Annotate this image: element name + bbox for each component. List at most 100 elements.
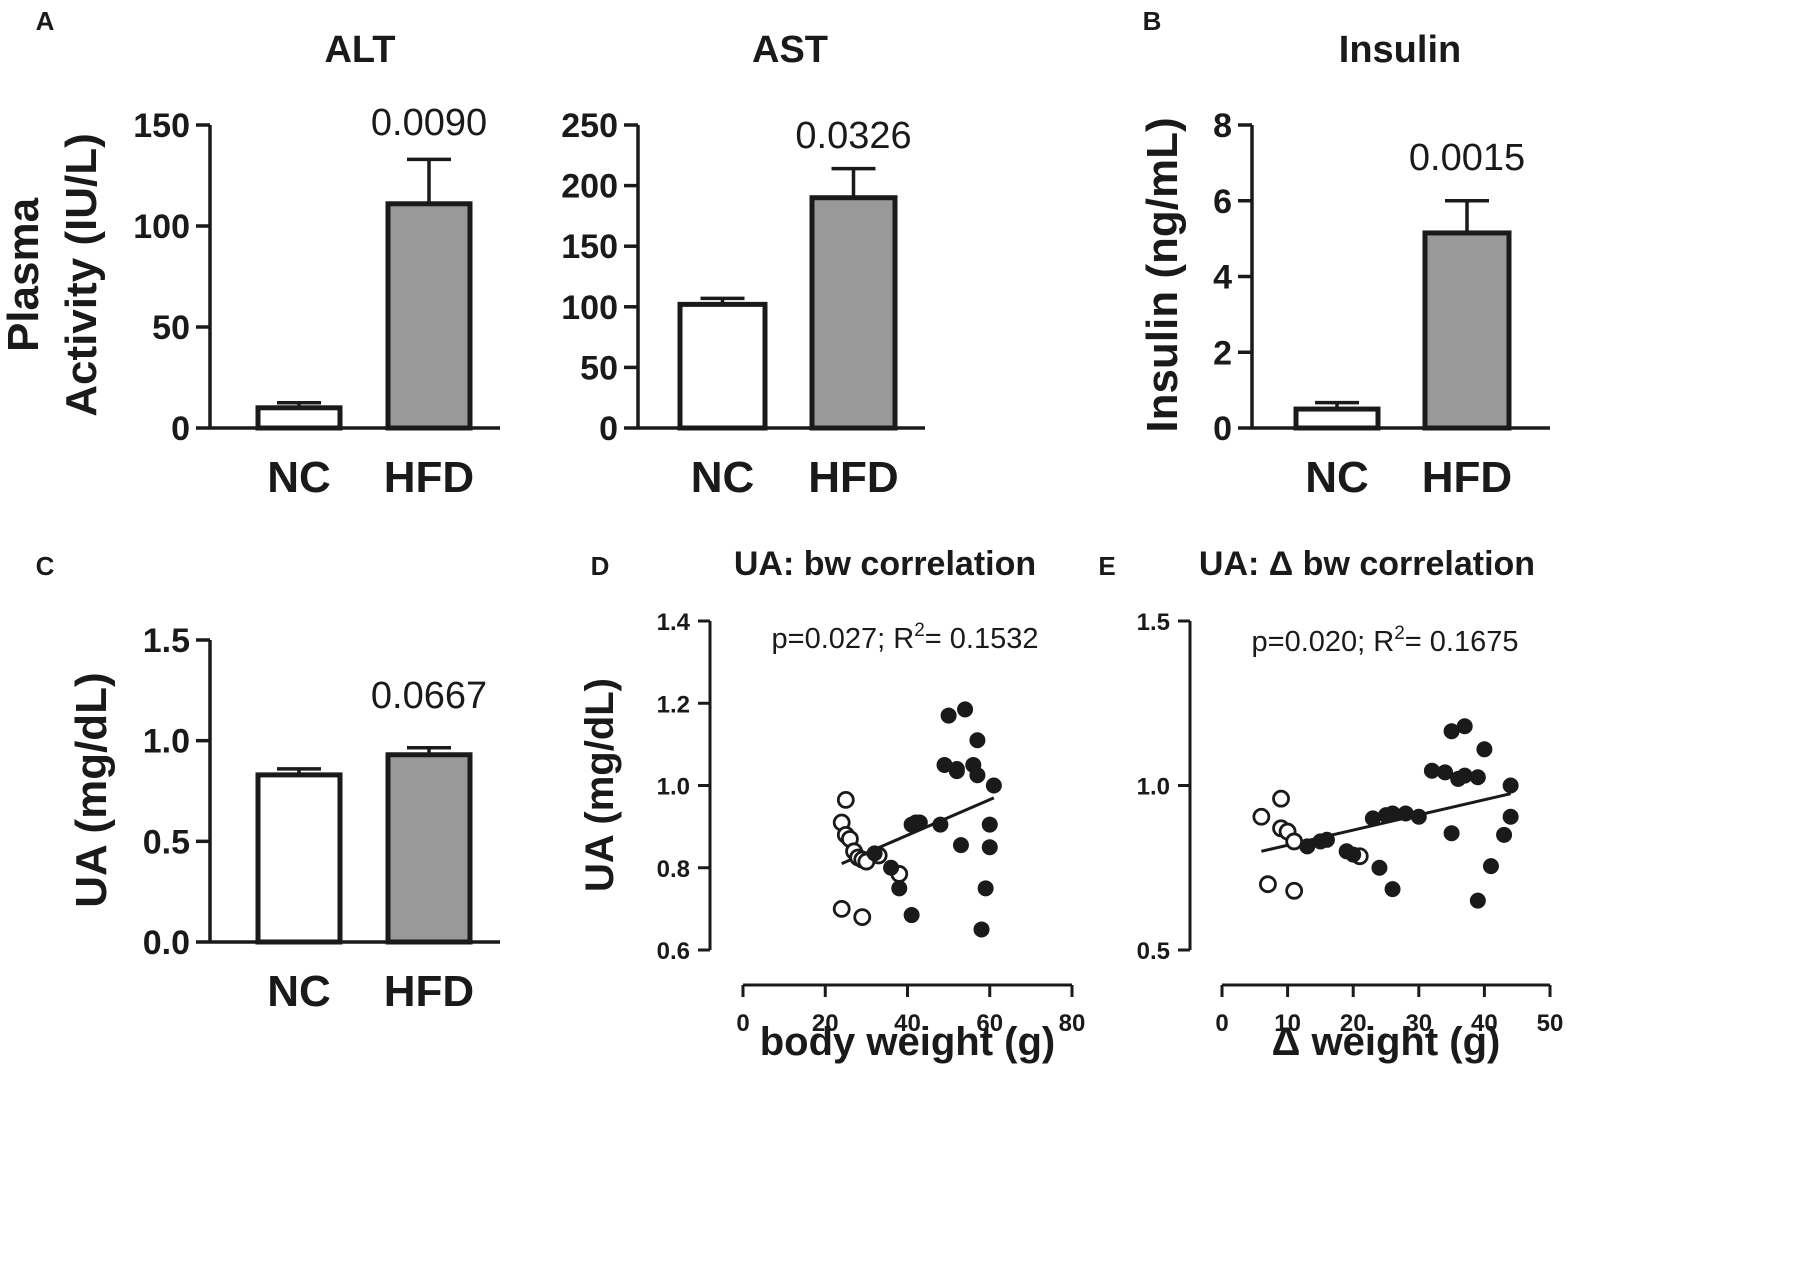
bw-point-hfd — [973, 921, 990, 938]
dbw-x-tick-label: 10 — [1274, 1010, 1301, 1037]
dbw-point-hfd — [1345, 846, 1362, 863]
bw-stats-p: p=0.027; R — [772, 623, 915, 655]
ast-title: AST — [752, 29, 828, 71]
ast-y-tick-label: 100 — [561, 289, 618, 327]
alt-y-axis-label: Activity (IU/L) — [57, 133, 106, 417]
bw-y-tick-label: 1.4 — [657, 609, 691, 636]
panel-label-A: A — [36, 6, 55, 36]
dbw-point-hfd — [1456, 718, 1473, 735]
ast-y-tick-label: 200 — [561, 168, 618, 206]
bw-y-tick-label: 1.2 — [657, 691, 690, 718]
alt-bar-nc — [255, 405, 343, 431]
insulin-bar-hfd — [1422, 230, 1512, 431]
bw-y-tick-label: 0.8 — [657, 856, 690, 883]
dbw-point-hfd — [1496, 826, 1513, 843]
dbw-point-hfd — [1384, 881, 1401, 898]
bw-stats-annotation: p=0.027; R2= 0.1532 — [772, 620, 1039, 655]
bw-point-hfd — [940, 707, 957, 724]
alt-category-label: NC — [267, 453, 331, 502]
dbw-point-hfd — [1469, 769, 1486, 786]
insulin-category-label: NC — [1305, 453, 1369, 502]
insulin-y-axis-label: Insulin (ng/mL) — [1138, 117, 1187, 432]
bw-point-hfd — [948, 761, 965, 778]
alt-y-tick-label: 50 — [152, 309, 190, 347]
bw-x-tick-label: 40 — [894, 1010, 921, 1037]
ua-bar-nc — [255, 772, 343, 945]
ua-p-value: 0.0667 — [371, 675, 487, 717]
insulin-y-tick-label: 2 — [1213, 334, 1232, 372]
bw-point-hfd — [977, 880, 994, 897]
dbw-point-hfd — [1469, 892, 1486, 909]
bw-y-axis-label: UA (mg/dL) — [578, 678, 622, 892]
bw-point-hfd — [866, 845, 883, 862]
bw-x-tick-label: 20 — [812, 1010, 839, 1037]
dbw-point-nc — [1285, 881, 1304, 900]
dbw-x-tick-label: 20 — [1340, 1010, 1367, 1037]
ua-y-axis-label: UA (mg/dL) — [67, 672, 116, 907]
bw-x-tick-label: 80 — [1059, 1010, 1086, 1037]
dbw-point-hfd — [1476, 741, 1493, 758]
insulin-y-tick-label: 0 — [1213, 410, 1232, 448]
bw-point-nc — [853, 908, 872, 926]
insulin-title: Insulin — [1339, 29, 1461, 71]
dbw-point-nc — [1272, 789, 1290, 808]
dbw-point-hfd — [1410, 808, 1427, 825]
alt-y-tick-label: 0 — [171, 410, 190, 448]
ast-y-tick-label: 0 — [599, 410, 618, 448]
ast-bar-hfd — [809, 195, 898, 431]
bw-point-hfd — [957, 701, 974, 718]
dbw-point-hfd — [1456, 767, 1473, 784]
ua-y-tick-label: 0.5 — [143, 823, 190, 861]
dbw-point-nc — [1252, 807, 1271, 826]
bw-point-hfd — [911, 814, 928, 831]
alt-y-tick-label: 100 — [133, 208, 190, 246]
dbw-point-hfd — [1443, 825, 1460, 842]
insulin-y-tick-label: 4 — [1213, 259, 1232, 297]
bw-point-hfd — [985, 777, 1002, 794]
ast-bar-nc — [677, 301, 768, 431]
bw-y-tick-label: 0.6 — [657, 938, 690, 965]
dbw-point-hfd — [1318, 831, 1335, 848]
dbw-point-hfd — [1437, 764, 1454, 781]
bw-point-hfd — [981, 839, 998, 856]
bw-stats-sup: 2 — [914, 620, 925, 641]
dbw-y-tick-label: 1.0 — [1137, 774, 1170, 801]
bw-x-axis-label: body weight (g) — [760, 1020, 1056, 1064]
dbw-stats-p: p=0.020; R — [1252, 626, 1395, 658]
panel-label-C: C — [36, 551, 55, 581]
dbw-x-axis-label: Δ weight (g) — [1272, 1020, 1501, 1064]
panel-label-E: E — [1098, 551, 1115, 581]
bw-point-hfd — [969, 732, 986, 749]
bw-point-hfd — [891, 880, 908, 897]
alt-p-value: 0.0090 — [371, 102, 487, 144]
dbw-point-hfd — [1482, 858, 1499, 875]
bw-stats-r2: = 0.1532 — [925, 623, 1039, 655]
bw-point-nc — [836, 790, 855, 809]
bw-point-hfd — [969, 767, 986, 784]
dbw-point-nc — [1259, 875, 1277, 894]
insulin-p-value: 0.0015 — [1409, 137, 1525, 179]
ast-category-label: HFD — [808, 453, 898, 502]
ast-p-value: 0.0326 — [795, 115, 911, 157]
bw-title: UA: bw correlation — [734, 545, 1036, 583]
dbw-y-tick-label: 0.5 — [1137, 938, 1170, 965]
alt-bar-hfd — [385, 201, 473, 431]
panel-label-D: D — [591, 551, 610, 581]
ast-y-tick-label: 150 — [561, 228, 618, 266]
dbw-x-tick-label: 30 — [1405, 1010, 1432, 1037]
ua-bar-hfd — [385, 752, 473, 945]
bw-point-hfd — [932, 816, 949, 833]
insulin-category-label: HFD — [1422, 453, 1512, 502]
dbw-point-hfd — [1423, 762, 1440, 779]
dbw-point-hfd — [1502, 808, 1519, 825]
insulin-y-tick-label: 8 — [1213, 107, 1232, 145]
bw-point-hfd — [883, 859, 900, 876]
bw-point-hfd — [981, 816, 998, 833]
dbw-x-tick-label: 0 — [1215, 1010, 1228, 1037]
ast-category-label: NC — [691, 453, 755, 502]
insulin-y-tick-label: 6 — [1213, 183, 1232, 221]
dbw-stats-r2: = 0.1675 — [1405, 626, 1519, 658]
panel-label-B: B — [1143, 6, 1162, 36]
